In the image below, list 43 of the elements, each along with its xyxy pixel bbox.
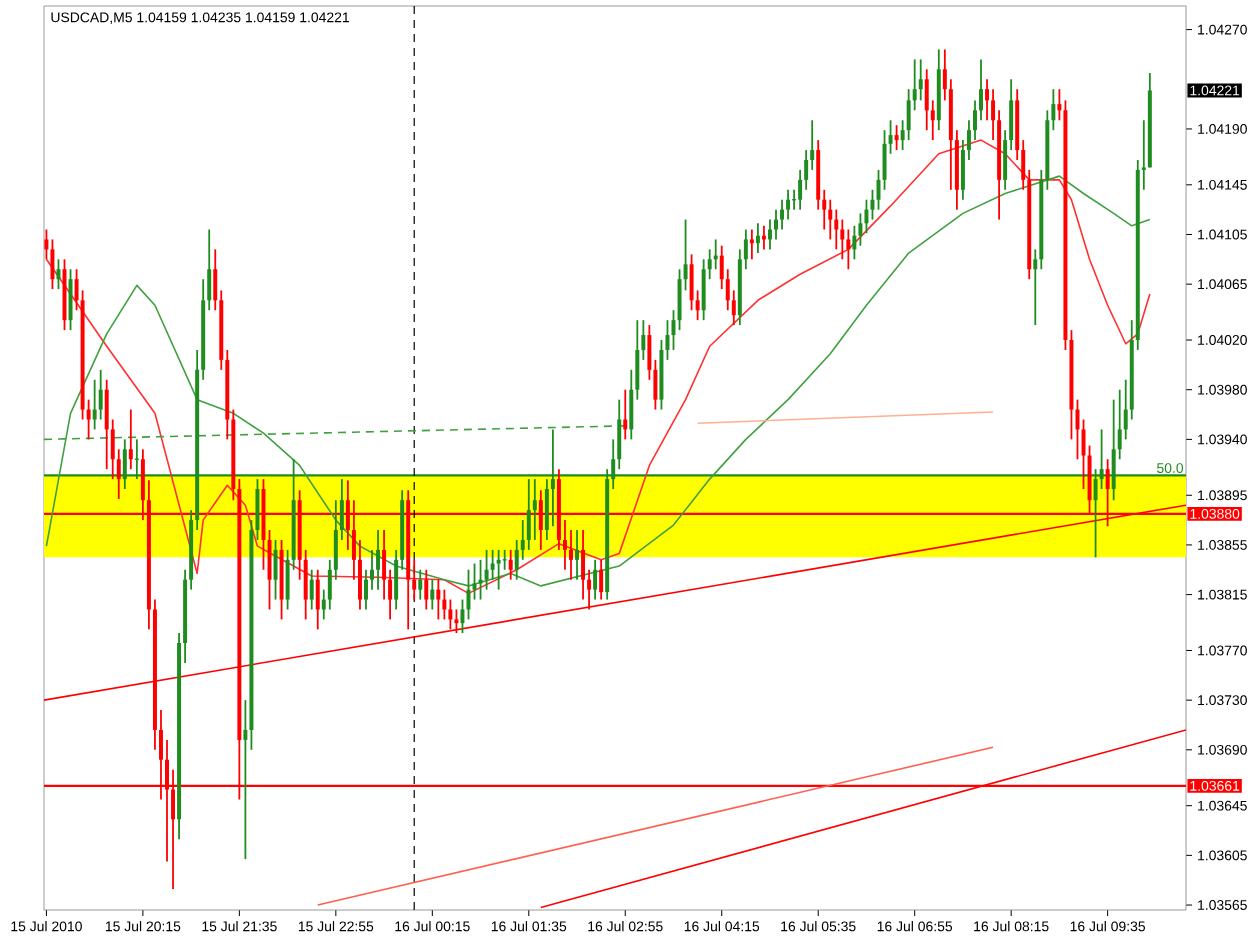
candlestick: [68, 268, 73, 331]
candlestick: [689, 253, 694, 312]
candlestick: [98, 368, 103, 421]
candlestick: [508, 548, 513, 581]
candlestick: [774, 208, 778, 241]
candlestick: [376, 529, 381, 591]
candlestick: [418, 568, 423, 601]
candlestick: [840, 218, 845, 261]
candlestick: [828, 198, 833, 241]
candlestick: [894, 124, 899, 151]
candlestick: [484, 548, 489, 591]
candlestick: [92, 378, 97, 431]
candlestick: [581, 529, 586, 601]
candlestick: [460, 598, 465, 634]
candlestick: [315, 568, 320, 631]
candlestick: [436, 578, 441, 621]
candlestick: [575, 529, 580, 581]
candlestick: [846, 228, 851, 271]
candlestick: [749, 228, 754, 261]
candlestick: [918, 58, 923, 102]
candlestick: [56, 258, 61, 291]
candlestick: [852, 224, 857, 261]
candlestick: [128, 408, 133, 471]
candlestick: [50, 238, 55, 291]
candlestick: [454, 608, 459, 634]
candlestick: [448, 598, 453, 631]
candlestick: [767, 218, 772, 251]
candlestick: [430, 578, 435, 611]
candlestick: [623, 388, 628, 441]
candlestick: [780, 198, 785, 231]
candlestick: [424, 568, 429, 611]
candlestick: [834, 208, 839, 251]
candlestick: [593, 558, 598, 601]
candlestick: [924, 68, 929, 132]
candlestick: [496, 548, 501, 591]
candlestick: [442, 588, 447, 621]
candlestick: [472, 562, 477, 601]
candlestick: [104, 378, 109, 471]
candlestick: [273, 539, 278, 601]
candlestick: [309, 568, 314, 611]
candlestick: [599, 558, 604, 601]
candlestick: [755, 222, 760, 255]
candlestick: [267, 529, 272, 611]
